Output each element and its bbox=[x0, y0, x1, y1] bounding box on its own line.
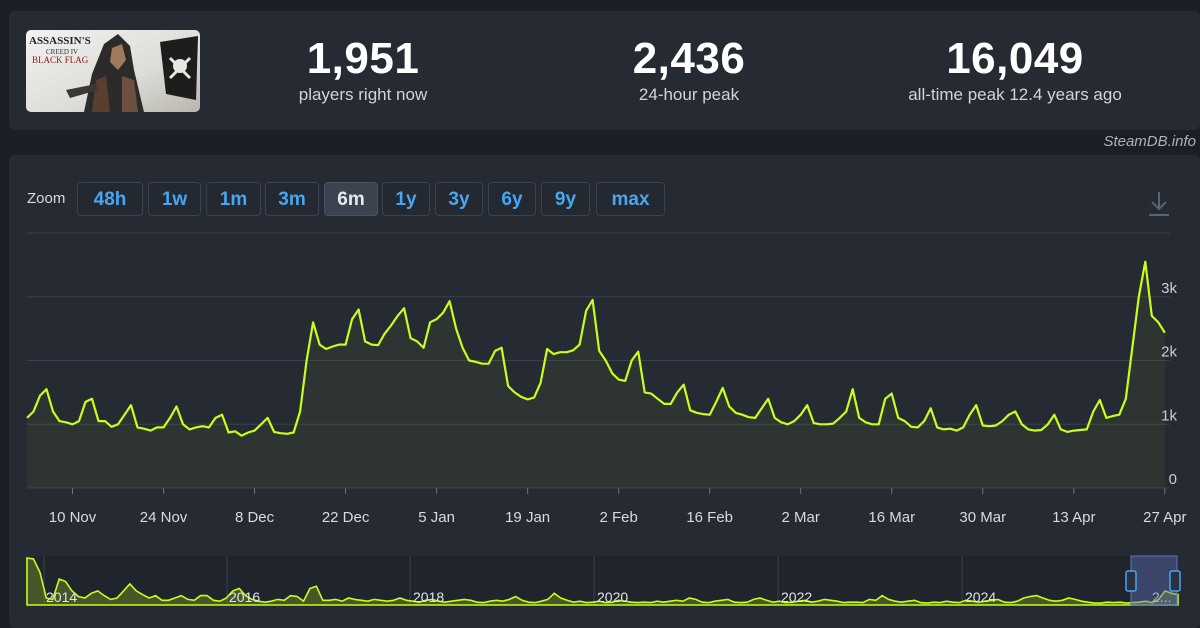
x-tick-label: 19 Jan bbox=[505, 509, 550, 526]
x-tick-label: 16 Mar bbox=[868, 509, 915, 526]
download-icon[interactable] bbox=[1146, 190, 1172, 218]
x-tick-label: 10 Nov bbox=[49, 509, 97, 526]
peak-24h-stat: 2,436 24-hour peak bbox=[589, 35, 789, 107]
alltime-peak-stat: 16,049 all-time peak 12.4 years ago bbox=[880, 35, 1150, 107]
peak-24h-value: 2,436 bbox=[632, 34, 746, 83]
current-players-stat: 1,951 players right now bbox=[263, 35, 463, 107]
stats-panel bbox=[9, 11, 1200, 130]
game-logo-tagline: BLACK FLAG bbox=[32, 55, 89, 65]
navigator-series bbox=[26, 557, 1179, 606]
navigator-year-label: 2014 bbox=[46, 589, 77, 605]
zoom-6y-button[interactable]: 6y bbox=[488, 182, 536, 216]
navigator-year-label: 2016 bbox=[229, 589, 260, 605]
game-logo-subtitle: CREED IV bbox=[46, 48, 78, 56]
x-tick-label: 2 Mar bbox=[782, 509, 820, 526]
navigator-right-handle[interactable] bbox=[1169, 570, 1181, 592]
y-tick-label: 2k bbox=[1161, 344, 1177, 361]
steamdb-credit[interactable]: SteamDB.info bbox=[1103, 133, 1196, 150]
alltime-peak-value: 16,049 bbox=[946, 34, 1084, 83]
x-tick-label: 16 Feb bbox=[686, 509, 733, 526]
peak-24h-label: 24-hour peak bbox=[638, 85, 740, 104]
x-tick-label: 22 Dec bbox=[322, 509, 370, 526]
zoom-3y-button[interactable]: 3y bbox=[435, 182, 483, 216]
chart-panel bbox=[9, 155, 1200, 628]
navigator-year-label: 2022 bbox=[781, 589, 812, 605]
y-tick-label: 1k bbox=[1161, 407, 1177, 424]
navigator-year-label: 2024 bbox=[965, 589, 996, 605]
game-logo-title: ASSASSIN'S bbox=[29, 35, 91, 47]
x-tick-label: 5 Jan bbox=[418, 509, 455, 526]
x-tick-label: 27 Apr bbox=[1143, 509, 1186, 526]
x-tick-label: 30 Mar bbox=[959, 509, 1006, 526]
game-cover-art: ASSASSIN'S CREED IV BLACK FLAG bbox=[26, 30, 200, 112]
y-tick-label: 0 bbox=[1169, 471, 1177, 488]
zoom-max-button[interactable]: max bbox=[596, 182, 665, 216]
navigator-year-label: 2... bbox=[1152, 589, 1171, 605]
zoom-9y-button[interactable]: 9y bbox=[541, 182, 590, 216]
zoom-1m-button[interactable]: 1m bbox=[206, 182, 261, 216]
navigator-background bbox=[27, 556, 1178, 605]
navigator-year-label: 2020 bbox=[597, 589, 628, 605]
series-area bbox=[27, 261, 1165, 488]
series-line bbox=[26, 260, 1166, 437]
navigator-left-handle[interactable] bbox=[1125, 570, 1137, 592]
alltime-peak-label: all-time peak 12.4 years ago bbox=[908, 85, 1122, 104]
zoom-1w-button[interactable]: 1w bbox=[148, 182, 201, 216]
navigator-year-label: 2018 bbox=[413, 589, 444, 605]
x-tick-label: 13 Apr bbox=[1052, 509, 1095, 526]
zoom-1y-button[interactable]: 1y bbox=[382, 182, 430, 216]
zoom-3m-button[interactable]: 3m bbox=[265, 182, 319, 216]
game-thumbnail[interactable]: ASSASSIN'S CREED IV BLACK FLAG bbox=[26, 30, 200, 112]
zoom-label: Zoom bbox=[27, 190, 66, 207]
zoom-48h-button[interactable]: 48h bbox=[77, 182, 143, 216]
zoom-6m-button[interactable]: 6m bbox=[324, 182, 378, 216]
x-tick-label: 24 Nov bbox=[140, 509, 188, 526]
current-players-value: 1,951 bbox=[306, 34, 420, 83]
current-players-label: players right now bbox=[298, 85, 428, 104]
x-tick-label: 8 Dec bbox=[235, 509, 275, 526]
x-tick-label: 2 Feb bbox=[599, 509, 637, 526]
y-tick-label: 3k bbox=[1161, 280, 1177, 297]
